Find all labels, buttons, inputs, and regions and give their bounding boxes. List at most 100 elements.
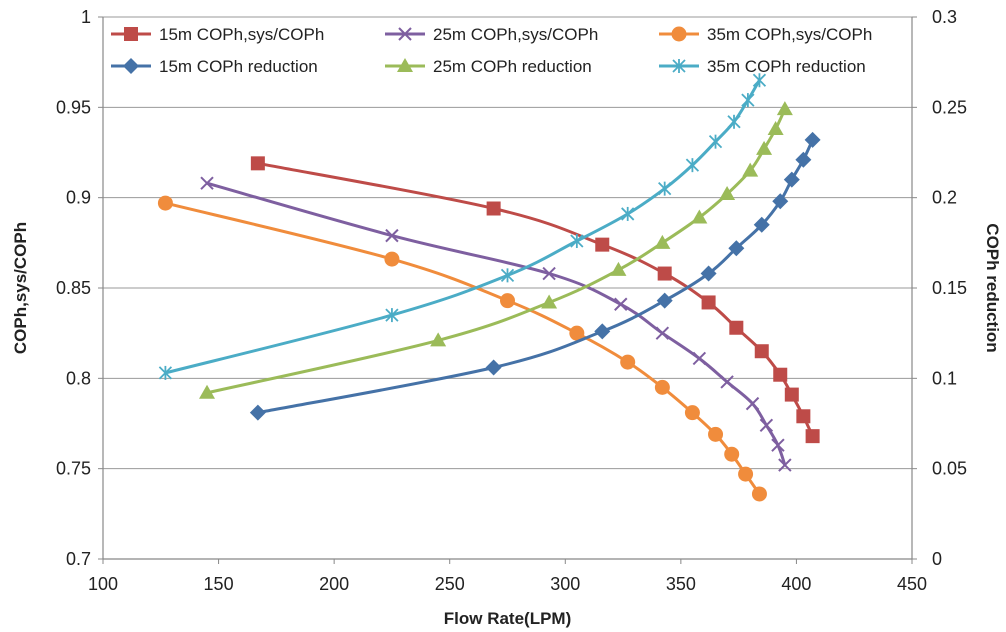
data-point xyxy=(384,251,400,267)
grid xyxy=(103,16,912,470)
y2-tick-label: 0.1 xyxy=(932,368,957,388)
data-point xyxy=(542,266,556,281)
y-tick-label: 0.7 xyxy=(66,549,91,569)
data-point xyxy=(727,114,741,129)
data-point xyxy=(486,201,501,216)
data-point xyxy=(655,326,670,340)
data-point xyxy=(756,140,773,155)
series-5 xyxy=(199,101,793,399)
data-point xyxy=(742,162,759,177)
legend-label: 35m COPh reduction xyxy=(707,57,866,76)
data-point xyxy=(158,365,173,380)
y-tick-label: 0.8 xyxy=(66,368,91,388)
data-point xyxy=(657,266,672,281)
legend-item: 35m COPh,sys/COPh xyxy=(659,25,872,44)
legend-marker xyxy=(123,58,139,74)
y-tick-label: 0.75 xyxy=(56,459,91,479)
series-line xyxy=(257,139,814,415)
x-tick-label: 400 xyxy=(781,574,811,594)
series-4 xyxy=(249,131,821,421)
series-line xyxy=(257,161,814,437)
tick-labels: 100 150 200 250 300 350 400 450 0.7 0.75 0.8 0.85 0.… xyxy=(56,7,967,594)
data-point xyxy=(753,216,770,233)
series-line xyxy=(165,79,761,375)
data-point xyxy=(570,234,584,249)
series xyxy=(157,73,821,502)
data-point xyxy=(804,131,821,148)
legend-marker xyxy=(397,58,413,72)
y-tick-label: 0.85 xyxy=(56,278,91,298)
y2-tick-label: 0.15 xyxy=(932,278,967,298)
series-2 xyxy=(200,176,792,472)
data-point xyxy=(771,438,785,452)
data-point xyxy=(796,409,811,424)
data-point xyxy=(691,209,708,224)
data-point xyxy=(385,308,399,323)
x-tick-label: 450 xyxy=(897,574,927,594)
y-axis-title: COPh,sys/COPh xyxy=(11,222,30,354)
data-point xyxy=(759,418,774,433)
legend-marker xyxy=(398,27,412,41)
x-tick-label: 150 xyxy=(204,574,234,594)
y-tick-label: 0.9 xyxy=(66,188,91,208)
data-point xyxy=(701,295,716,310)
data-point xyxy=(430,332,447,347)
legend-item: 35m COPh reduction xyxy=(659,57,866,76)
legend-marker xyxy=(124,27,138,41)
data-point xyxy=(500,268,515,283)
legend-label: 35m COPh,sys/COPh xyxy=(707,25,872,44)
data-point xyxy=(249,404,266,421)
series-6 xyxy=(158,73,767,380)
legend-item: 25m COPh reduction xyxy=(385,57,592,76)
legend-item: 15m COPh,sys/COPh xyxy=(111,25,324,44)
series-1 xyxy=(250,156,820,444)
legend: 15m COPh,sys/COPh 25m COPh,sys/COPh 35m CO… xyxy=(111,25,872,76)
data-point xyxy=(778,458,792,472)
data-point xyxy=(541,294,558,309)
data-point xyxy=(656,292,673,309)
data-point xyxy=(199,384,216,399)
data-point xyxy=(692,351,707,366)
data-point xyxy=(773,367,788,382)
data-point xyxy=(684,405,700,421)
data-point xyxy=(767,121,784,136)
data-point xyxy=(157,195,173,211)
data-point xyxy=(654,234,671,249)
series-3 xyxy=(157,195,767,502)
data-point xyxy=(685,158,700,173)
data-point xyxy=(700,265,717,282)
x-tick-label: 300 xyxy=(550,574,580,594)
y2-tick-label: 0 xyxy=(932,549,942,569)
legend-item: 15m COPh reduction xyxy=(111,57,318,76)
data-point xyxy=(614,297,628,311)
data-point xyxy=(620,354,636,370)
data-point xyxy=(752,73,767,88)
data-point xyxy=(738,466,754,482)
y2-tick-label: 0.2 xyxy=(932,188,957,208)
y2-axis-title: COPh reduction xyxy=(983,223,1002,352)
x-axis-title: Flow Rate(LPM) xyxy=(444,609,572,628)
x-tick-label: 100 xyxy=(88,574,118,594)
data-point xyxy=(500,293,515,309)
data-point xyxy=(776,101,793,116)
data-point xyxy=(741,93,755,108)
y2-tick-label: 0.05 xyxy=(932,459,967,479)
series-line xyxy=(165,201,761,495)
data-point xyxy=(654,379,670,395)
data-point xyxy=(621,206,635,221)
data-point xyxy=(720,375,734,389)
data-point xyxy=(729,320,744,335)
y2-tick-label: 0.25 xyxy=(932,97,967,117)
legend-marker xyxy=(671,26,687,42)
data-point xyxy=(485,359,502,376)
data-point xyxy=(250,156,265,171)
y-tick-label: 0.95 xyxy=(56,97,91,117)
data-point xyxy=(708,134,723,149)
data-point xyxy=(745,396,760,411)
x-tick-label: 200 xyxy=(319,574,349,594)
data-point xyxy=(805,429,820,444)
data-point xyxy=(783,171,800,188)
data-point xyxy=(772,193,789,210)
